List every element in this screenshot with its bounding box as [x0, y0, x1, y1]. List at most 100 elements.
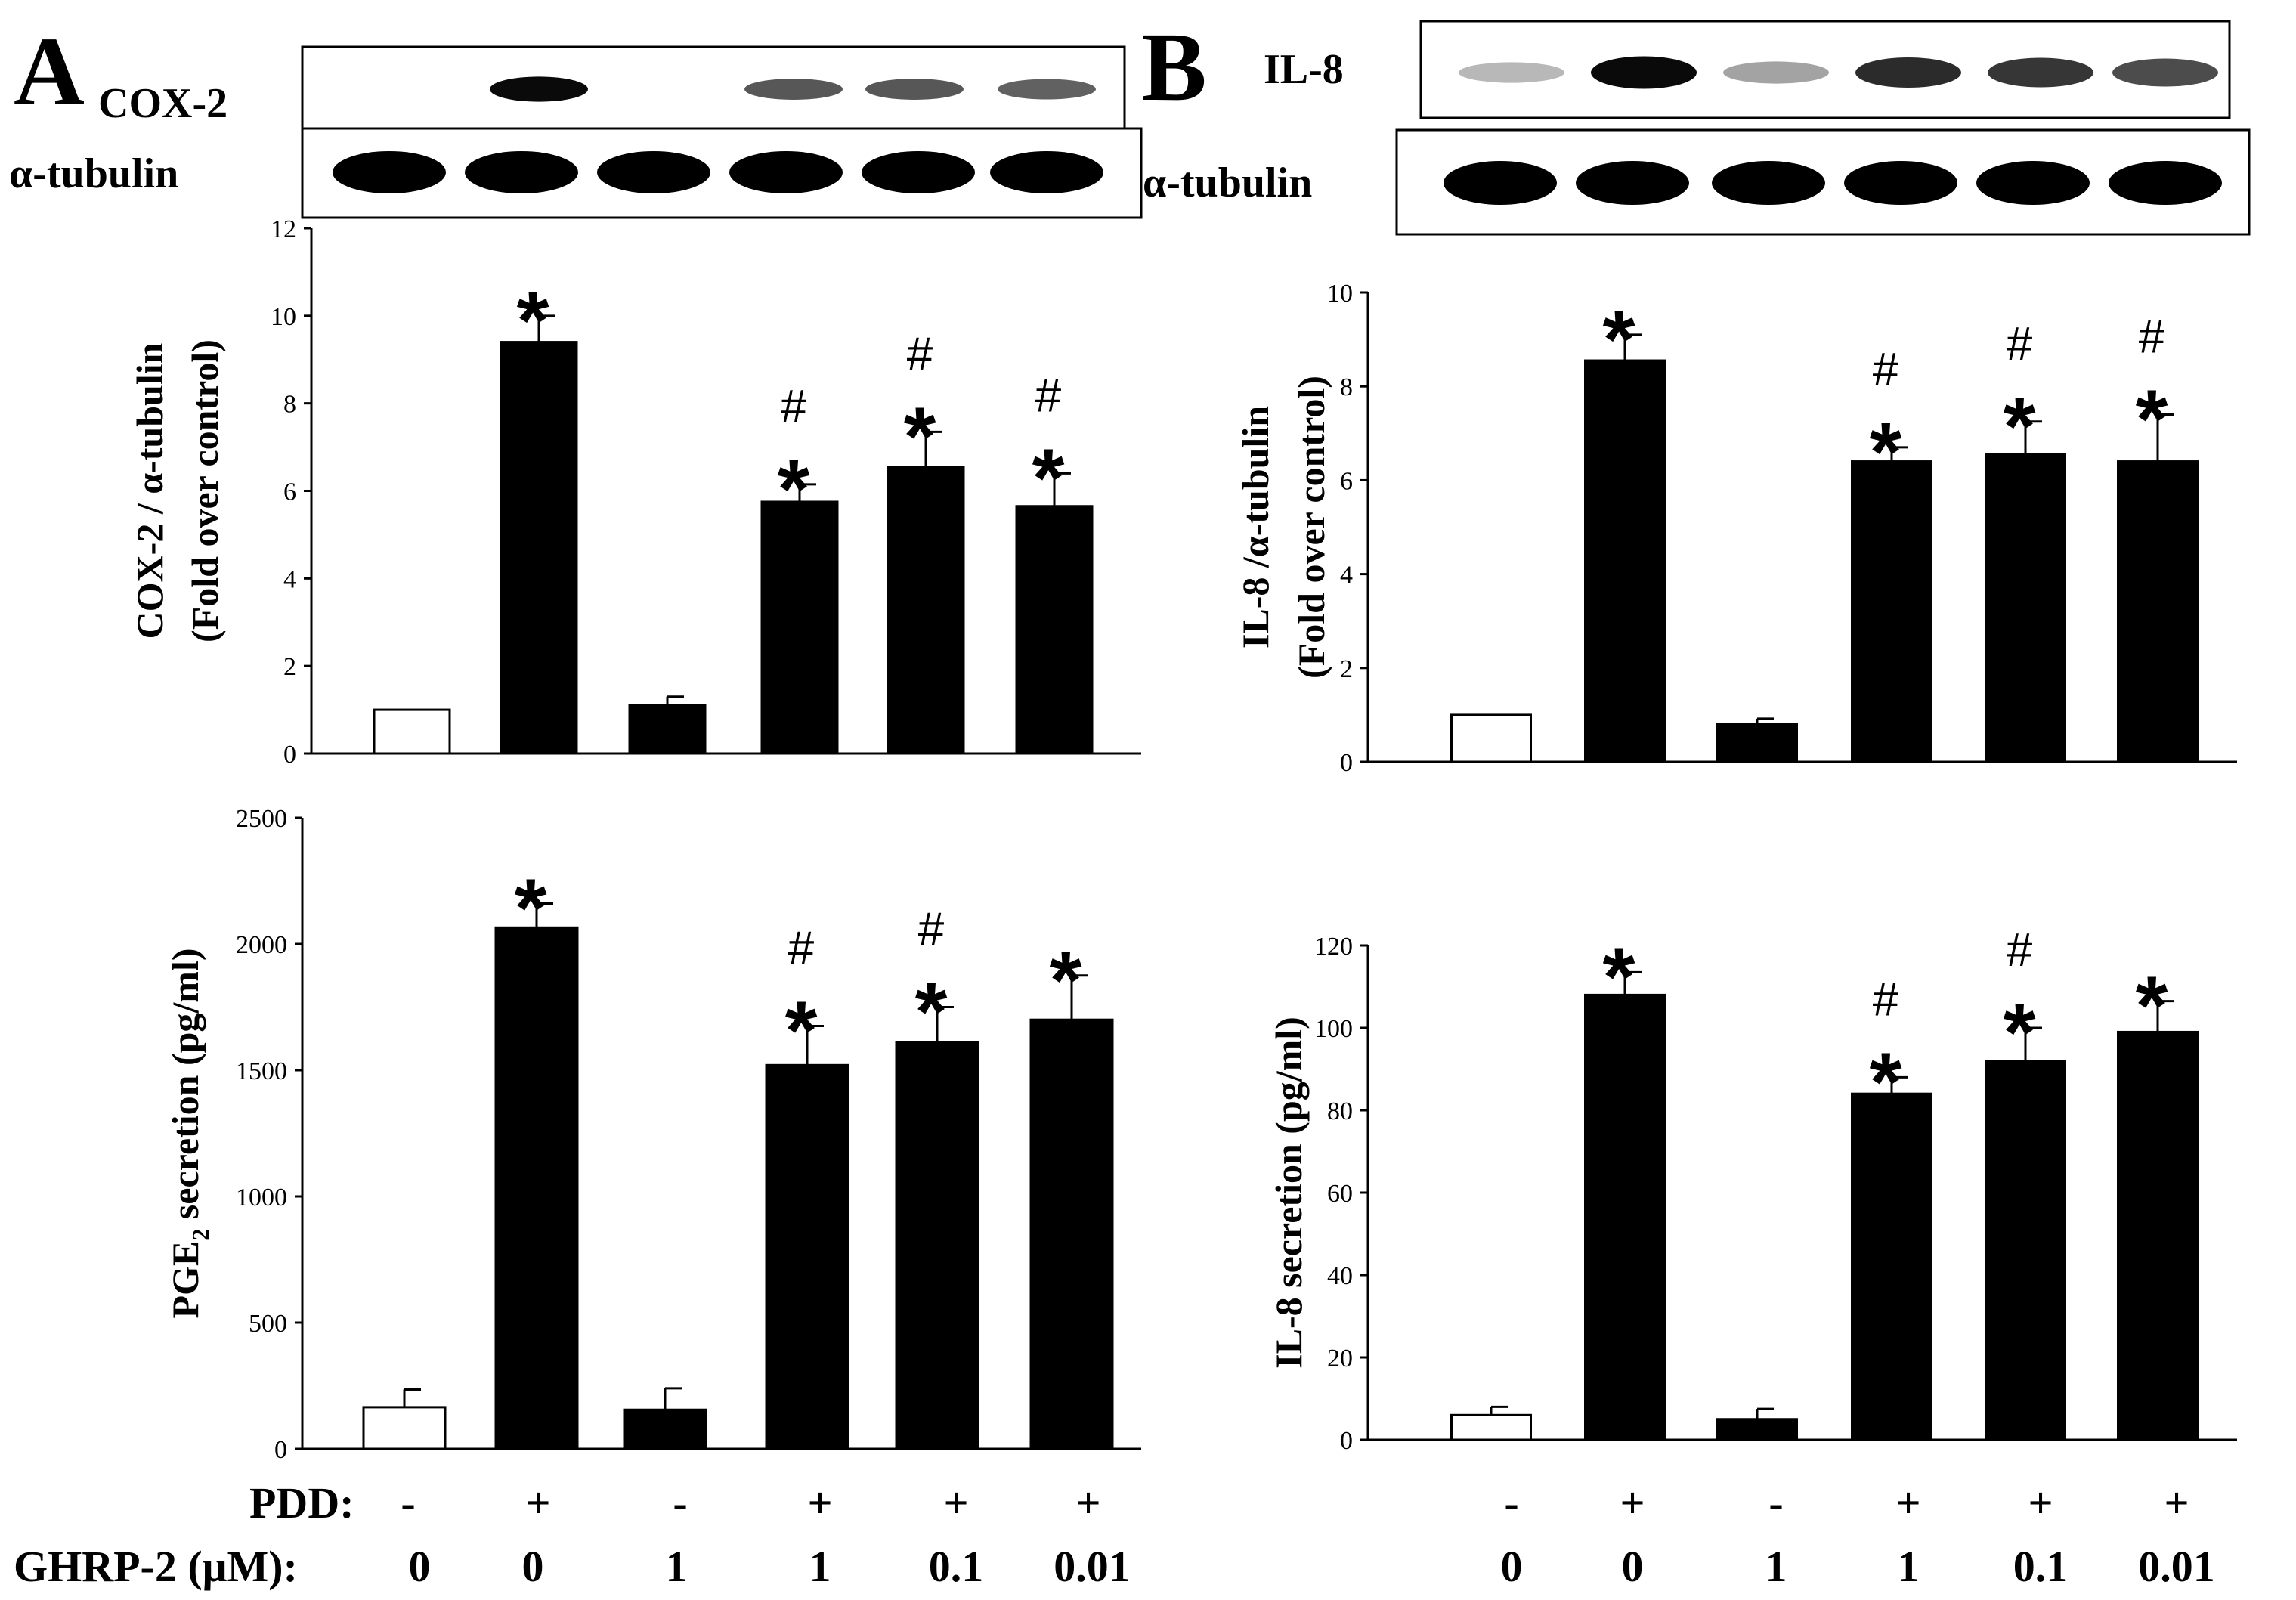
- band-cox2: [865, 79, 964, 100]
- significance-hash: #: [918, 904, 945, 956]
- pdd-value: +: [1895, 1478, 1920, 1527]
- chart-pge2-secretion: 0 500 1000 1500 2000 2500 PGE2 secretion (pg/m…: [164, 805, 1141, 1464]
- band-tubulin-a: [729, 151, 843, 193]
- significance-star: *: [1050, 934, 1082, 1027]
- chart-il8-ratio: 0 2 4 6 8 10 IL-8 /α-tubulin (Fold over control…: [1234, 280, 2237, 777]
- pdd-value: +: [807, 1478, 832, 1527]
- significance-star: *: [778, 443, 810, 536]
- significance-hash: #: [2007, 924, 2033, 976]
- ghrp-value: 0: [1501, 1542, 1523, 1591]
- bar: [500, 341, 578, 755]
- blot-label-cox2: COX-2: [98, 80, 227, 127]
- ghrp-label: GHRP-2 (μM):: [14, 1542, 298, 1591]
- ghrp-value: 1: [666, 1542, 688, 1591]
- bar: [1985, 453, 2066, 763]
- ghrp-value: 0.1: [2013, 1542, 2069, 1591]
- panel-letter-a: A: [14, 17, 85, 126]
- blot-label-il8: IL-8: [1264, 46, 1344, 93]
- bar: [1029, 1018, 1114, 1450]
- y-tick-label: 80: [1327, 1097, 1353, 1125]
- ghrp-value: 1: [1898, 1542, 1920, 1591]
- significance-hash: #: [907, 328, 933, 380]
- pdd-value: -: [1768, 1478, 1783, 1527]
- bar: [1716, 1418, 1798, 1441]
- band-tubulin-a: [597, 151, 710, 193]
- blot-bands: [333, 56, 2222, 205]
- bar: [623, 1408, 707, 1450]
- chart-cox2-ratio: 0 2 4 6 8 10 12 COX-2 / α-tubulin (Fold over con…: [128, 215, 1141, 769]
- band-il8: [1459, 62, 1564, 83]
- y-tick-label: 6: [1340, 467, 1353, 495]
- pdd-value: +: [2164, 1478, 2189, 1527]
- significance-hash: #: [2007, 318, 2033, 370]
- ghrp-value: 1: [1765, 1542, 1787, 1591]
- band-tubulin-a: [465, 151, 578, 193]
- y-axis-title-line2: (Fold over control): [1290, 376, 1332, 679]
- blot-frame-il8: [1419, 20, 2231, 119]
- pdd-value: +: [1620, 1478, 1645, 1527]
- bar: [1584, 359, 1666, 763]
- ghrp-value: 1: [809, 1542, 831, 1591]
- y-tick-label: 0: [1340, 749, 1353, 777]
- band-tubulin-b: [1712, 161, 1825, 205]
- y-tick-label: 0: [274, 1436, 287, 1464]
- ghrp-value: 0: [522, 1542, 544, 1591]
- band-il8: [1591, 56, 1697, 89]
- y-tick-label: 4: [1340, 562, 1353, 590]
- bar: [1450, 1413, 1532, 1441]
- significance-star: *: [904, 390, 936, 483]
- bar: [2117, 1030, 2199, 1441]
- significance-star: *: [515, 862, 547, 955]
- ghrp-value: 0: [409, 1542, 431, 1591]
- pdd-value: -: [401, 1478, 415, 1527]
- band-il8: [2112, 58, 2218, 87]
- ghrp-value: 0.01: [2138, 1542, 2215, 1591]
- ghrp-value: 0.01: [1054, 1542, 1131, 1591]
- significance-star: *: [1603, 930, 1635, 1023]
- significance-star: *: [517, 274, 549, 367]
- band-tubulin-b: [1976, 161, 2090, 205]
- band-cox2: [998, 79, 1096, 100]
- bar: [895, 1041, 979, 1450]
- bar: [1716, 723, 1798, 763]
- y-tick-label: 1000: [236, 1184, 287, 1212]
- ghrp-value: 0: [1622, 1542, 1644, 1591]
- ghrp-value: 0.1: [929, 1542, 984, 1591]
- bar: [1450, 713, 1532, 763]
- band-il8: [1723, 61, 1829, 84]
- bar: [362, 1406, 447, 1450]
- y-tick-label: 4: [283, 565, 296, 593]
- pdd-value: +: [1075, 1478, 1100, 1527]
- y-axis-title: IL-8 secretion (pg/ml): [1267, 1017, 1310, 1369]
- band-cox2: [744, 79, 843, 100]
- y-tick-label: 20: [1327, 1345, 1353, 1373]
- bar: [628, 704, 707, 755]
- y-tick-label: 120: [1314, 933, 1353, 961]
- y-tick-label: 8: [283, 391, 296, 419]
- significance-hash: #: [781, 381, 807, 433]
- significance-star: *: [2004, 986, 2036, 1079]
- y-tick-label: 1500: [236, 1057, 287, 1085]
- band-tubulin-b: [2109, 161, 2222, 205]
- significance-star: *: [1603, 293, 1635, 386]
- y-tick-label: 0: [283, 741, 296, 769]
- blot-label-tubulin-b: α-tubulin: [1143, 159, 1312, 206]
- bar: [373, 708, 451, 755]
- y-tick-label: 0: [1340, 1427, 1353, 1455]
- y-tick-label: 12: [271, 215, 296, 243]
- y-tick-label: 2: [1340, 655, 1353, 683]
- band-cox2: [490, 76, 588, 102]
- significance-hash: #: [1035, 370, 1062, 422]
- bar: [1851, 1092, 1932, 1441]
- bar: [494, 926, 579, 1450]
- y-axis-title-line2: (Fold over control): [184, 339, 226, 642]
- y-tick-label: 500: [249, 1310, 287, 1338]
- y-tick-label: 10: [271, 303, 296, 331]
- pdd-value: +: [525, 1478, 550, 1527]
- y-tick-label: 2: [283, 653, 296, 681]
- significance-star: *: [2136, 373, 2168, 466]
- bar: [2117, 460, 2199, 763]
- y-tick-label: 100: [1314, 1015, 1353, 1043]
- bar: [765, 1063, 849, 1450]
